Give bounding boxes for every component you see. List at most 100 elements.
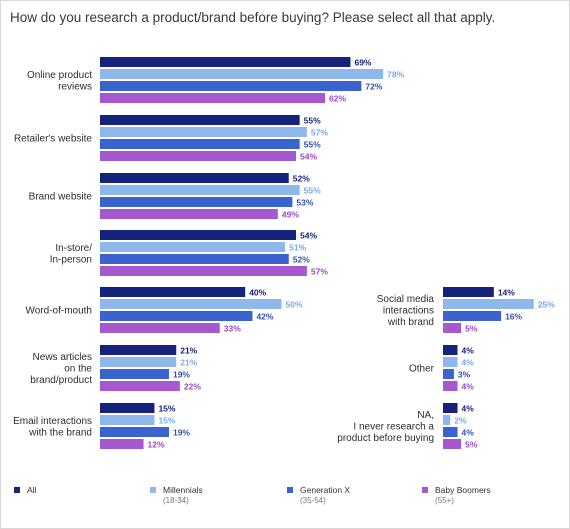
bar-na-i-never-research-a-product-before-buying-millennials bbox=[443, 415, 451, 425]
value-label-news-articles-on-the-brand-product-all: 21% bbox=[180, 345, 197, 355]
value-label-other-millennials: 4% bbox=[462, 357, 475, 367]
value-label-na-i-never-research-a-product-before-buying-baby-boomers: 5% bbox=[465, 439, 478, 449]
value-label-brand-website-generation-x: 53% bbox=[296, 197, 313, 207]
value-label-online-product-reviews-generation-x: 72% bbox=[365, 81, 382, 91]
category-label-online-product-reviews-line-2: reviews bbox=[58, 81, 92, 92]
legend-label-baby-boomers: Baby Boomers bbox=[435, 485, 491, 495]
value-label-email-interactions-with-the-brand-all: 15% bbox=[158, 403, 175, 413]
bar-email-interactions-with-the-brand-baby-boomers bbox=[100, 439, 144, 449]
category-label-word-of-mouth: Word-of-mouth bbox=[25, 306, 92, 317]
category-label-na-i-never-research-a-product-before-buying-line-3: product before buying bbox=[337, 433, 434, 444]
value-label-word-of-mouth-generation-x: 42% bbox=[256, 311, 273, 321]
value-label-retailer-s-website-baby-boomers: 54% bbox=[300, 151, 317, 161]
legend-label-generation-x: Generation X bbox=[300, 485, 350, 495]
category-label-social-media-interactions-with-brand-line-1: Social media bbox=[377, 294, 435, 305]
bar-in-store-in-person-millennials bbox=[100, 242, 286, 252]
bar-social-media-interactions-with-brand-millennials bbox=[443, 299, 534, 309]
bar-other-generation-x bbox=[443, 369, 454, 379]
bar-news-articles-on-the-brand-product-millennials bbox=[100, 357, 177, 367]
category-label-social-media-interactions-with-brand-line-2: interactions bbox=[383, 306, 434, 317]
bar-in-store-in-person-all bbox=[100, 230, 297, 240]
value-label-news-articles-on-the-brand-product-generation-x: 19% bbox=[173, 369, 190, 379]
value-label-other-generation-x: 3% bbox=[458, 369, 471, 379]
bar-other-millennials bbox=[443, 357, 458, 367]
value-label-word-of-mouth-all: 40% bbox=[249, 287, 266, 297]
category-label-na-i-never-research-a-product-before-buying-line-2: I never research a bbox=[353, 422, 434, 433]
bar-other-all bbox=[443, 345, 458, 355]
value-label-word-of-mouth-baby-boomers: 33% bbox=[224, 323, 241, 333]
bar-brand-website-generation-x bbox=[100, 197, 293, 207]
value-label-na-i-never-research-a-product-before-buying-millennials: 2% bbox=[454, 415, 467, 425]
bar-in-store-in-person-baby-boomers bbox=[100, 266, 307, 276]
category-label-news-articles-on-the-brand-product-line-3: brand/product bbox=[30, 375, 92, 386]
value-label-email-interactions-with-the-brand-generation-x: 19% bbox=[173, 427, 190, 437]
category-label-email-interactions-with-the-brand-line-2: with the brand bbox=[28, 427, 92, 438]
legend-swatch-baby-boomers bbox=[422, 487, 428, 493]
category-label-news-articles-on-the-brand-product-line-2: on the bbox=[64, 364, 92, 375]
value-label-retailer-s-website-generation-x: 55% bbox=[304, 139, 321, 149]
bar-news-articles-on-the-brand-product-generation-x bbox=[100, 369, 169, 379]
value-label-other-all: 4% bbox=[462, 345, 475, 355]
bar-email-interactions-with-the-brand-all bbox=[100, 403, 155, 413]
category-label-in-store-in-person-line-1: In-store/ bbox=[55, 243, 92, 254]
bar-social-media-interactions-with-brand-baby-boomers bbox=[443, 323, 462, 333]
value-label-brand-website-millennials: 55% bbox=[304, 185, 321, 195]
bar-na-i-never-research-a-product-before-buying-generation-x bbox=[443, 427, 458, 437]
value-label-in-store-in-person-all: 54% bbox=[300, 230, 317, 240]
bar-retailer-s-website-millennials bbox=[100, 127, 307, 137]
bar-email-interactions-with-the-brand-generation-x bbox=[100, 427, 169, 437]
category-label-other: Other bbox=[409, 364, 435, 375]
value-label-word-of-mouth-millennials: 50% bbox=[286, 299, 303, 309]
value-label-online-product-reviews-all: 69% bbox=[354, 57, 371, 67]
bar-retailer-s-website-baby-boomers bbox=[100, 151, 297, 161]
bar-online-product-reviews-generation-x bbox=[100, 81, 362, 91]
value-label-brand-website-all: 52% bbox=[293, 173, 310, 183]
value-label-retailer-s-website-millennials: 57% bbox=[311, 127, 328, 137]
value-label-email-interactions-with-the-brand-millennials: 15% bbox=[158, 415, 175, 425]
value-label-in-store-in-person-millennials: 51% bbox=[289, 242, 306, 252]
bar-retailer-s-website-all bbox=[100, 115, 300, 125]
bar-brand-website-all bbox=[100, 173, 289, 183]
bar-in-store-in-person-generation-x bbox=[100, 254, 289, 264]
value-label-retailer-s-website-all: 55% bbox=[304, 115, 321, 125]
bar-word-of-mouth-baby-boomers bbox=[100, 323, 220, 333]
bar-social-media-interactions-with-brand-generation-x bbox=[443, 311, 502, 321]
legend-label-all: All bbox=[27, 485, 37, 495]
bar-na-i-never-research-a-product-before-buying-all bbox=[443, 403, 458, 413]
value-label-online-product-reviews-millennials: 78% bbox=[387, 69, 404, 79]
category-label-online-product-reviews-line-1: Online product bbox=[27, 70, 92, 81]
value-label-brand-website-baby-boomers: 49% bbox=[282, 209, 299, 219]
bar-word-of-mouth-all bbox=[100, 287, 246, 297]
category-label-email-interactions-with-the-brand-line-1: Email interactions bbox=[13, 416, 92, 427]
category-label-social-media-interactions-with-brand-line-3: with brand bbox=[387, 317, 434, 328]
bar-online-product-reviews-millennials bbox=[100, 69, 384, 79]
bar-word-of-mouth-millennials bbox=[100, 299, 282, 309]
category-label-brand-website: Brand website bbox=[29, 192, 93, 203]
legend-sublabel-baby-boomers: (55+) bbox=[435, 496, 454, 505]
bar-online-product-reviews-baby-boomers bbox=[100, 93, 326, 103]
value-label-na-i-never-research-a-product-before-buying-all: 4% bbox=[462, 403, 475, 413]
bar-online-product-reviews-all bbox=[100, 57, 351, 67]
value-label-na-i-never-research-a-product-before-buying-generation-x: 4% bbox=[462, 427, 475, 437]
bar-news-articles-on-the-brand-product-all bbox=[100, 345, 177, 355]
bar-social-media-interactions-with-brand-all bbox=[443, 287, 494, 297]
legend-label-millennials: Millennials bbox=[163, 485, 203, 495]
bar-email-interactions-with-the-brand-millennials bbox=[100, 415, 155, 425]
category-label-in-store-in-person-line-2: In-person bbox=[50, 254, 92, 265]
value-label-news-articles-on-the-brand-product-millennials: 21% bbox=[180, 357, 197, 367]
bar-na-i-never-research-a-product-before-buying-baby-boomers bbox=[443, 439, 462, 449]
value-label-other-baby-boomers: 4% bbox=[462, 381, 475, 391]
value-label-social-media-interactions-with-brand-all: 14% bbox=[498, 287, 515, 297]
legend-sublabel-generation-x: (35-54) bbox=[300, 496, 326, 505]
legend-swatch-generation-x bbox=[287, 487, 293, 493]
category-label-news-articles-on-the-brand-product-line-1: News articles bbox=[33, 352, 92, 363]
legend-swatch-all bbox=[14, 487, 20, 493]
chart-title: How do you research a product/brand befo… bbox=[10, 10, 496, 25]
value-label-online-product-reviews-baby-boomers: 62% bbox=[329, 93, 346, 103]
value-label-social-media-interactions-with-brand-generation-x: 16% bbox=[505, 311, 522, 321]
bar-brand-website-millennials bbox=[100, 185, 300, 195]
bar-brand-website-baby-boomers bbox=[100, 209, 278, 219]
legend-sublabel-millennials: (18-34) bbox=[163, 496, 189, 505]
value-label-social-media-interactions-with-brand-baby-boomers: 5% bbox=[465, 323, 478, 333]
